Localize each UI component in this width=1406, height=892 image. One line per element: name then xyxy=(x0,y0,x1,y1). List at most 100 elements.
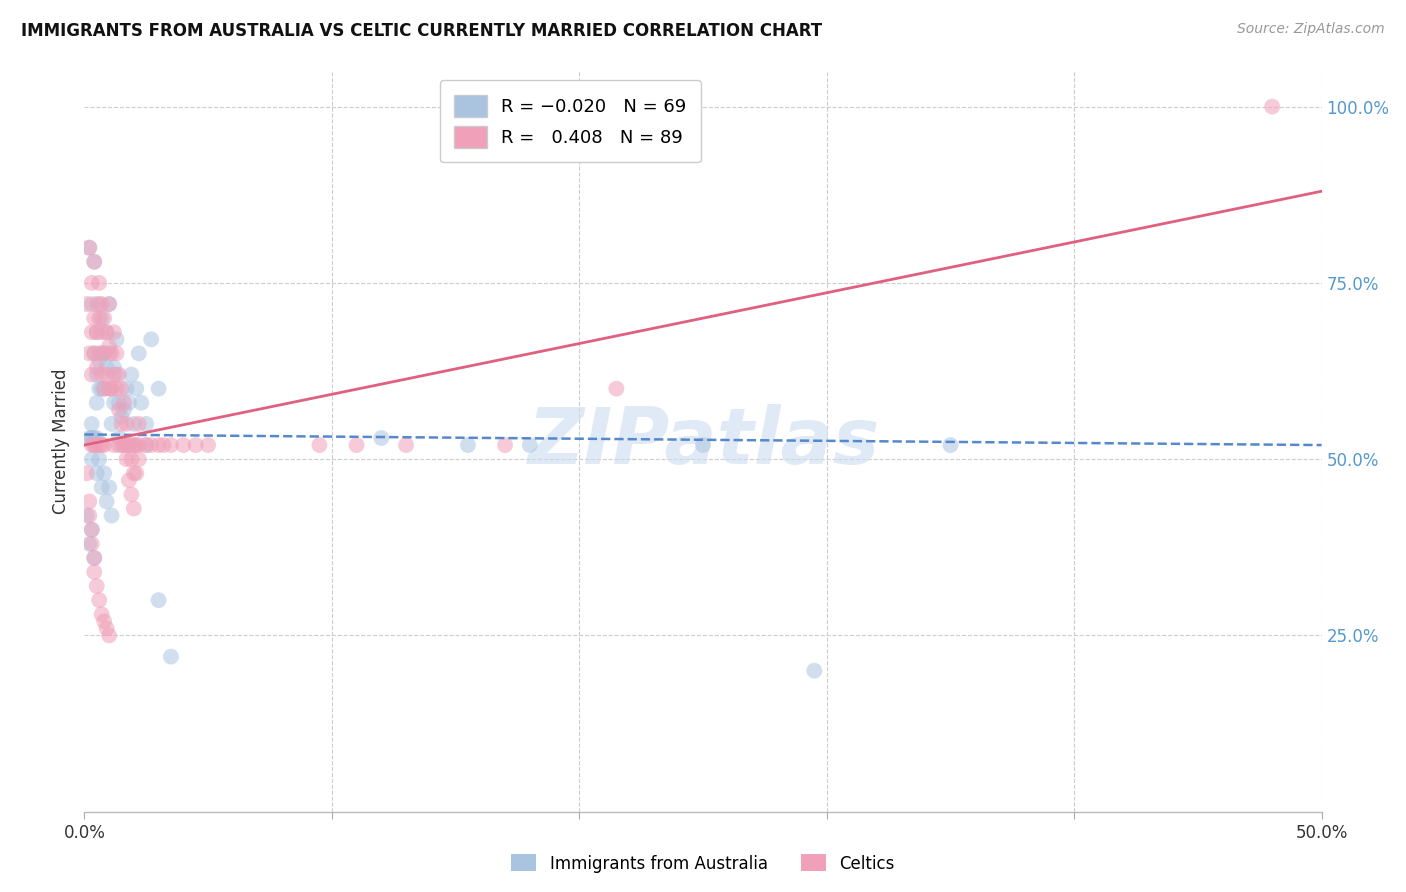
Point xyxy=(370,431,392,445)
Point xyxy=(346,438,368,452)
Point xyxy=(93,346,115,360)
Point xyxy=(108,396,131,410)
Point xyxy=(105,346,128,360)
Point xyxy=(90,297,112,311)
Point xyxy=(89,353,111,368)
Point xyxy=(112,438,135,452)
Point xyxy=(90,438,112,452)
Point xyxy=(89,297,111,311)
Y-axis label: Currently Married: Currently Married xyxy=(52,368,70,515)
Point xyxy=(108,431,131,445)
Point xyxy=(79,346,101,360)
Point xyxy=(89,311,111,326)
Point xyxy=(125,467,148,481)
Point xyxy=(115,417,138,431)
Point xyxy=(89,438,111,452)
Point xyxy=(939,438,962,452)
Point xyxy=(80,537,103,551)
Text: Source: ZipAtlas.com: Source: ZipAtlas.com xyxy=(1237,22,1385,37)
Point xyxy=(83,254,105,268)
Point xyxy=(128,438,150,452)
Point xyxy=(89,382,111,396)
Point xyxy=(110,409,132,424)
Point xyxy=(98,382,121,396)
Point xyxy=(135,417,157,431)
Point xyxy=(108,402,131,417)
Point xyxy=(83,438,105,452)
Point xyxy=(122,467,145,481)
Point xyxy=(83,565,105,579)
Point xyxy=(79,537,101,551)
Point xyxy=(184,438,207,452)
Point xyxy=(93,438,115,452)
Point xyxy=(118,473,141,487)
Point xyxy=(112,402,135,417)
Point xyxy=(395,438,418,452)
Point xyxy=(98,297,121,311)
Point xyxy=(122,501,145,516)
Point xyxy=(108,368,131,382)
Point xyxy=(519,438,541,452)
Point xyxy=(112,396,135,410)
Point xyxy=(308,438,330,452)
Point xyxy=(89,276,111,290)
Point xyxy=(86,297,108,311)
Point xyxy=(122,417,145,431)
Point xyxy=(135,438,157,452)
Point xyxy=(160,649,183,664)
Point xyxy=(160,438,183,452)
Point xyxy=(103,438,125,452)
Point xyxy=(90,607,112,622)
Point xyxy=(110,417,132,431)
Point xyxy=(96,325,118,339)
Text: IMMIGRANTS FROM AUSTRALIA VS CELTIC CURRENTLY MARRIED CORRELATION CHART: IMMIGRANTS FROM AUSTRALIA VS CELTIC CURR… xyxy=(21,22,823,40)
Point xyxy=(96,621,118,635)
Point xyxy=(93,382,115,396)
Point xyxy=(86,368,108,382)
Point xyxy=(83,346,105,360)
Point xyxy=(128,346,150,360)
Point xyxy=(93,346,115,360)
Point xyxy=(122,438,145,452)
Point xyxy=(89,593,111,607)
Point xyxy=(103,396,125,410)
Point xyxy=(93,615,115,629)
Point xyxy=(79,508,101,523)
Point xyxy=(80,276,103,290)
Point xyxy=(80,325,103,339)
Point xyxy=(120,452,142,467)
Point xyxy=(89,452,111,467)
Point xyxy=(98,339,121,353)
Point xyxy=(79,241,101,255)
Point xyxy=(90,382,112,396)
Point xyxy=(76,297,98,311)
Point xyxy=(86,325,108,339)
Point xyxy=(80,431,103,445)
Point xyxy=(90,346,112,360)
Point xyxy=(93,311,115,326)
Point xyxy=(494,438,516,452)
Point xyxy=(80,431,103,445)
Point xyxy=(148,593,170,607)
Point xyxy=(83,311,105,326)
Point xyxy=(89,346,111,360)
Point xyxy=(93,467,115,481)
Point xyxy=(86,467,108,481)
Point xyxy=(141,438,163,452)
Point xyxy=(148,438,170,452)
Point xyxy=(98,628,121,642)
Point xyxy=(152,438,174,452)
Point xyxy=(692,438,714,452)
Legend: Immigrants from Australia, Celtics: Immigrants from Australia, Celtics xyxy=(505,847,901,880)
Point xyxy=(100,382,122,396)
Point xyxy=(86,579,108,593)
Point xyxy=(105,332,128,346)
Point xyxy=(98,297,121,311)
Point xyxy=(96,325,118,339)
Point xyxy=(457,438,479,452)
Point xyxy=(125,438,148,452)
Point xyxy=(129,396,152,410)
Point xyxy=(98,346,121,360)
Point xyxy=(86,325,108,339)
Point xyxy=(86,360,108,375)
